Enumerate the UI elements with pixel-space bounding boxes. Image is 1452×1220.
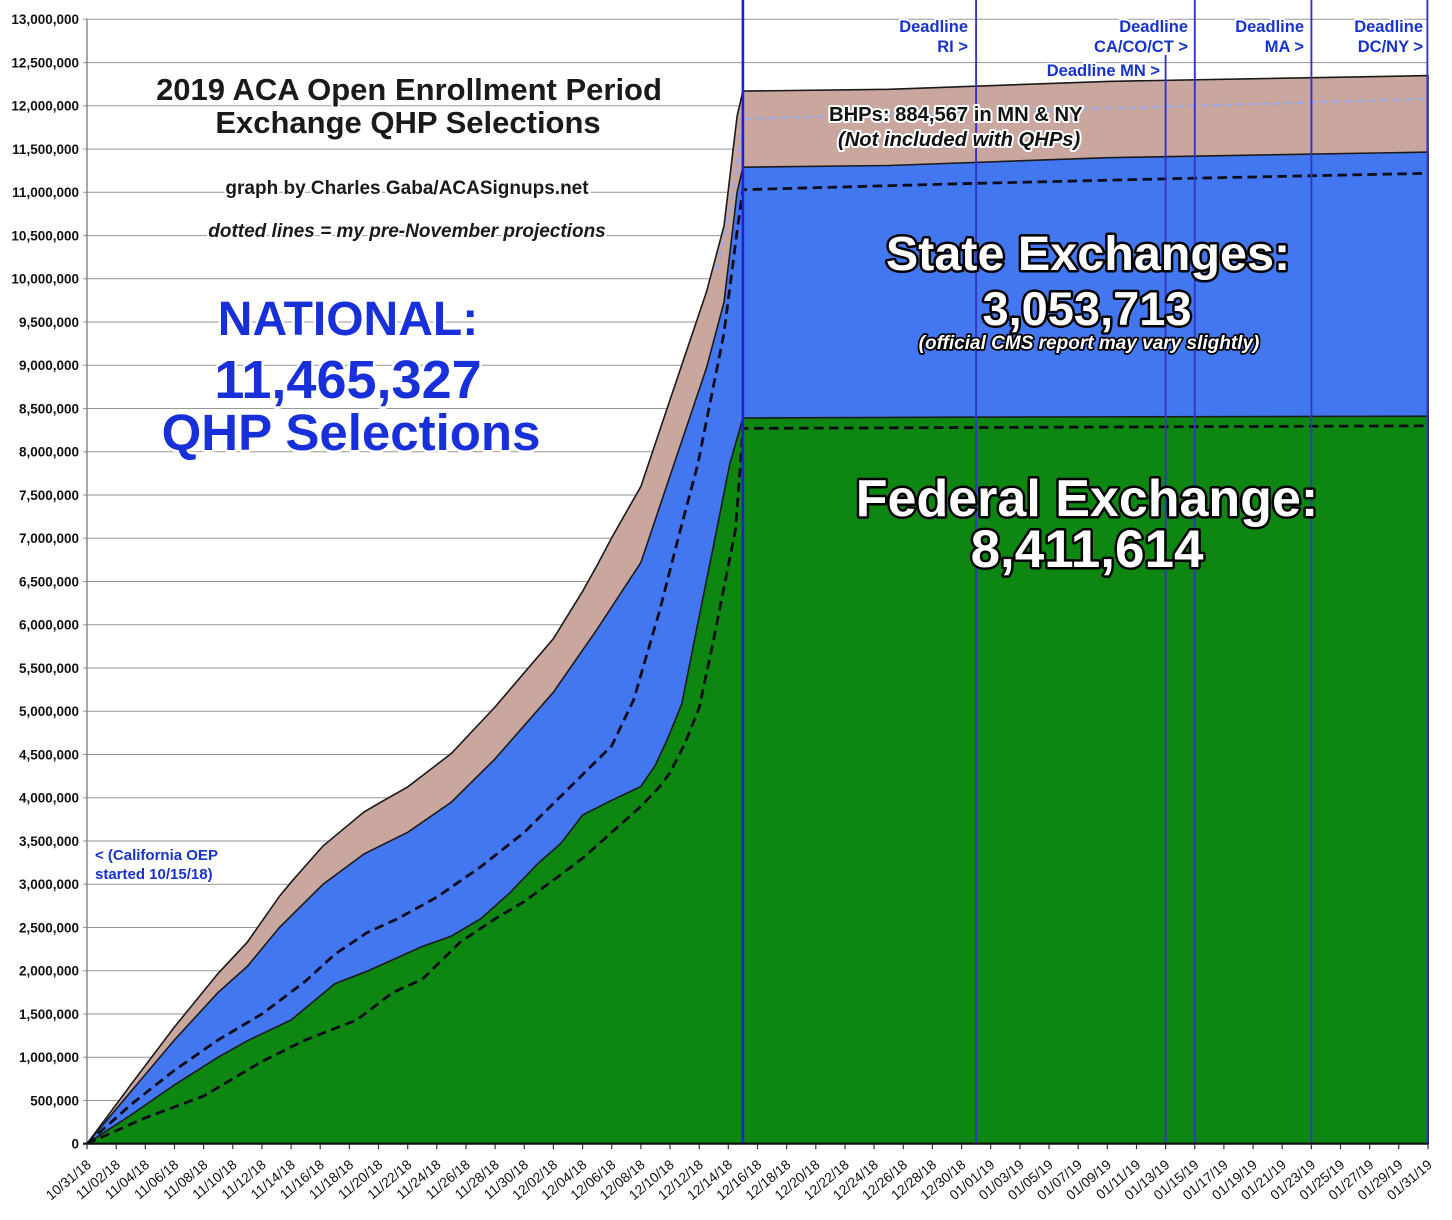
svg-text:(official CMS report may vary: (official CMS report may vary slightly) xyxy=(919,333,1260,354)
svg-text:Exchange QHP Selections: Exchange QHP Selections xyxy=(215,105,600,140)
svg-text:1,500,000: 1,500,000 xyxy=(19,1007,79,1022)
svg-text:11,465,327: 11,465,327 xyxy=(214,350,481,410)
svg-text:7,500,000: 7,500,000 xyxy=(19,488,79,503)
svg-text:8,411,614: 8,411,614 xyxy=(971,520,1204,579)
svg-text:BHPs: 884,567 in MN & NY: BHPs: 884,567 in MN & NY xyxy=(829,104,1083,126)
svg-text:Federal Exchange:: Federal Exchange: xyxy=(856,470,1318,528)
svg-text:3,053,713: 3,053,713 xyxy=(982,282,1191,335)
svg-text:2019 ACA Open Enrollment Perio: 2019 ACA Open Enrollment Period xyxy=(156,72,662,107)
svg-text:4,500,000: 4,500,000 xyxy=(19,747,79,762)
svg-text:started 10/15/18): started 10/15/18) xyxy=(95,866,213,883)
svg-text:dotted lines = my pre-November: dotted lines = my pre-November projectio… xyxy=(208,221,606,242)
svg-text:11,000,000: 11,000,000 xyxy=(12,185,79,200)
svg-text:< (California OEP: < (California OEP xyxy=(95,847,218,864)
svg-text:6,000,000: 6,000,000 xyxy=(19,618,79,633)
svg-text:9,000,000: 9,000,000 xyxy=(19,358,79,373)
svg-text:Deadline MN >: Deadline MN > xyxy=(1047,62,1160,80)
svg-text:12,000,000: 12,000,000 xyxy=(11,99,79,114)
svg-text:graph by Charles Gaba/ACASignu: graph by Charles Gaba/ACASignups.net xyxy=(225,178,589,199)
svg-text:500,000: 500,000 xyxy=(30,1093,79,1108)
svg-text:10,000,000: 10,000,000 xyxy=(11,272,79,287)
svg-text:Deadline: Deadline xyxy=(1354,18,1423,36)
svg-text:DC/NY >: DC/NY > xyxy=(1358,38,1423,56)
svg-text:8,500,000: 8,500,000 xyxy=(19,401,79,416)
svg-text:6,500,000: 6,500,000 xyxy=(19,574,79,589)
svg-text:13,000,000: 13,000,000 xyxy=(11,12,79,27)
svg-text:Deadline: Deadline xyxy=(1235,18,1304,36)
svg-text:3,500,000: 3,500,000 xyxy=(19,834,79,849)
svg-text:NATIONAL:: NATIONAL: xyxy=(218,293,478,346)
svg-text:State Exchanges:: State Exchanges: xyxy=(886,227,1290,281)
svg-text:3,000,000: 3,000,000 xyxy=(19,877,79,892)
svg-text:MA >: MA > xyxy=(1265,38,1304,56)
svg-text:0: 0 xyxy=(71,1137,79,1152)
svg-text:RI >: RI > xyxy=(937,38,968,56)
svg-text:7,000,000: 7,000,000 xyxy=(19,531,79,546)
svg-text:QHP Selections: QHP Selections xyxy=(162,404,541,461)
svg-text:(Not included with QHPs): (Not included with QHPs) xyxy=(838,129,1081,151)
svg-text:1,000,000: 1,000,000 xyxy=(19,1050,79,1065)
svg-text:10,500,000: 10,500,000 xyxy=(11,228,79,243)
svg-text:5,500,000: 5,500,000 xyxy=(19,661,79,676)
svg-text:CA/CO/CT >: CA/CO/CT > xyxy=(1094,38,1188,56)
svg-text:Deadline: Deadline xyxy=(899,18,968,36)
svg-text:11,500,000: 11,500,000 xyxy=(12,142,79,157)
svg-text:2,000,000: 2,000,000 xyxy=(19,964,79,979)
svg-text:12,500,000: 12,500,000 xyxy=(11,55,79,70)
svg-text:Deadline: Deadline xyxy=(1119,18,1188,36)
svg-text:9,500,000: 9,500,000 xyxy=(19,315,79,330)
svg-text:5,000,000: 5,000,000 xyxy=(19,704,79,719)
svg-text:8,000,000: 8,000,000 xyxy=(19,445,79,460)
svg-text:4,000,000: 4,000,000 xyxy=(19,791,79,806)
svg-text:2,500,000: 2,500,000 xyxy=(19,920,79,935)
